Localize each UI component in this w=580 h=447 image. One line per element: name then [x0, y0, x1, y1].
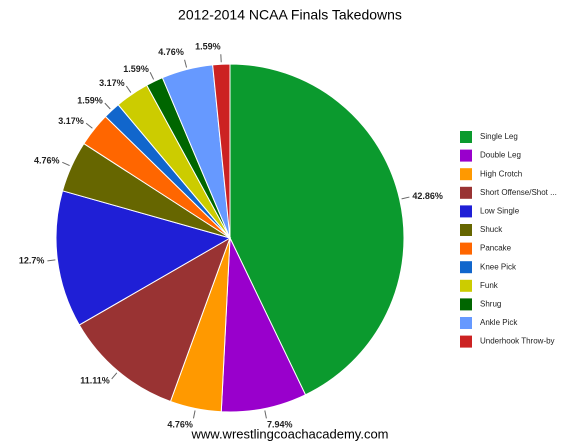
slice-label: 4.76%: [167, 420, 193, 430]
slice-label: 3.17%: [58, 116, 84, 126]
legend-swatch: [460, 242, 472, 255]
slice-label: 4.76%: [158, 47, 184, 57]
slice-label: 12.7%: [19, 256, 45, 266]
legend-label: Low Single: [480, 207, 520, 216]
legend-swatch: [460, 149, 472, 162]
leader-line: [47, 259, 56, 262]
leader-line: [149, 72, 155, 80]
legend-label: Shrug: [480, 300, 501, 309]
leader-line: [184, 59, 188, 68]
slice-label: 11.11%: [80, 376, 110, 386]
legend-swatch: [460, 317, 472, 329]
pie-slice: [229, 63, 405, 396]
legend-label: Single Leg: [480, 132, 518, 141]
source: www.wrestlingcoachacademy.com: [191, 426, 389, 441]
slice-label: 1.59%: [195, 42, 221, 52]
leader-line: [104, 102, 111, 110]
slice-label: 1.59%: [77, 95, 103, 105]
slice-label: 1.59%: [123, 64, 149, 74]
legend-label: High Crotch: [480, 169, 522, 178]
legend-label: Double Leg: [480, 151, 521, 160]
legend-swatch: [460, 131, 472, 143]
slice-label: 7.94%: [267, 420, 293, 430]
legend-swatch: [460, 335, 472, 348]
legend-swatch: [460, 224, 472, 236]
leader-line: [85, 122, 93, 129]
legend-swatch: [460, 205, 472, 218]
slice-label: 42.86%: [412, 191, 443, 201]
leader-line: [111, 372, 118, 380]
legend-label: Shuck: [480, 225, 503, 234]
chart-title: 2012-2014 NCAA Finals Takedowns: [178, 7, 402, 23]
legend-swatch: [460, 261, 472, 274]
legend-swatch: [460, 168, 472, 181]
pie-slice: [55, 190, 232, 326]
leader-line: [401, 196, 410, 200]
legend-label: Funk: [480, 281, 499, 290]
legend-swatch: [460, 186, 472, 199]
slice-label: 3.17%: [99, 78, 125, 88]
leader-line: [192, 410, 196, 419]
legend-swatch: [460, 298, 472, 311]
slice-label: 4.76%: [34, 155, 60, 165]
pie-slice: [78, 236, 231, 403]
legend-label: Underhook Throw-by: [480, 337, 555, 346]
pie-slice: [212, 63, 231, 239]
legend-label: Short Offense/Shot ...: [480, 188, 557, 197]
legend-swatch: [460, 279, 472, 292]
leader-line: [125, 85, 132, 93]
leader-line: [264, 410, 267, 419]
legend-label: Pancake: [480, 244, 512, 253]
legend-label: Ankle Pick: [480, 318, 518, 327]
leader-line: [62, 161, 70, 167]
legend-label: Knee Pick: [480, 262, 517, 271]
